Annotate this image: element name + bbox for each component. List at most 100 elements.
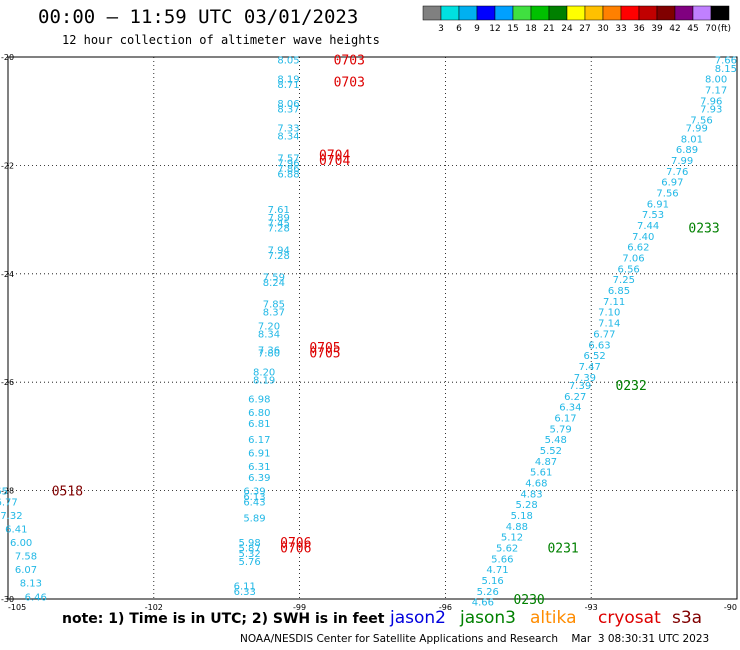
colorbar-swatch [530,5,550,21]
wave-height-value: 6.97 [661,178,683,189]
x-tick-label: -96 [439,603,452,612]
wave-height-value: 6.91 [647,199,669,210]
wave-height-value: 7.20 [258,321,280,332]
wave-height-value: 7.10 [598,308,620,319]
wave-height-value: 7.36 [258,346,280,357]
wave-height-value: 7.89 [268,213,290,224]
wave-height-value: 5.28 [515,500,537,511]
wave-height-value: 6.00 [10,538,32,549]
pass-time-label: 0231 [547,542,578,557]
wave-height-value: 6.52 [584,351,606,362]
pass-time-label: 0705 [309,346,340,361]
wave-height-value: 7.94 [268,245,290,256]
colorbar-swatch [512,5,532,21]
chart-title: 00:00 – 11:59 UTC 03/01/2023 [38,6,359,28]
wave-height-value: 4.83 [520,489,542,500]
wave-height-value: 7.56 [656,189,678,200]
pass-time-label: 0704 [319,154,350,169]
wave-height-value: 8.20 [253,367,275,378]
y-tick-label: -30 [1,595,14,604]
colorbar-label: 3 [438,24,444,34]
wave-height-value: 6.46 [25,592,47,603]
wave-height-value: 5.98 [238,538,260,549]
wave-height-value: 7.96 [700,96,722,107]
pass-time-label: 0703 [334,54,365,69]
colorbar-swatch [674,5,694,21]
colorbar-label: 33 [615,24,626,34]
wave-height-value: 6.11 [234,581,256,592]
wave-height-value: 6.85 [608,286,630,297]
legend-cryosat: cryosat [598,608,661,628]
wave-height-value: 8.37 [263,308,285,319]
wave-height-value: 7.28 [268,224,290,235]
wave-height-value: 4.68 [525,478,547,489]
x-tick-label: -102 [145,603,163,612]
wave-height-value: 5.18 [511,511,533,522]
wave-height-value: 7.99 [671,156,693,167]
wave-height-value: 5.16 [481,576,503,587]
wave-height-value: 6.62 [627,243,649,254]
colorbar-label: 42 [669,24,680,34]
wave-height-value: 7.53 [642,210,664,221]
wave-height-value: 6.07 [15,565,37,576]
y-tick-label: -20 [1,53,14,62]
wave-height-value: 7.66 [715,56,737,67]
wave-height-value: 5.32 [238,549,260,560]
chart-subtitle: 12 hour collection of altimeter wave hei… [62,33,380,47]
wave-height-value: 6.63 [588,340,610,351]
wave-height-value: 5.87 [238,544,260,555]
wave-height-value: 6.13 [243,492,265,503]
colorbar-label: 6 [456,24,462,34]
wave-height-value: 6.39 [248,473,270,484]
wave-height-value: 7.80 [258,348,280,359]
wave-height-value: 7.99 [686,123,708,134]
wave-height-value: 5.12 [501,533,523,544]
colorbar-units: (ft) [717,24,731,34]
footer-credit: NOAA/NESDIS Center for Satellite Applica… [240,633,710,645]
pass-time-label: 0706 [280,536,311,551]
wave-height-value: 4.66 [472,598,494,609]
wave-height-value: 8.13 [20,579,42,590]
wave-height-value: 5.26 [477,587,499,598]
colorbar-label: 70 [705,24,717,34]
wave-height-value: 4.88 [506,522,528,533]
wave-height-value: 8.37 [277,104,299,115]
legend-jason2: jason2 [390,608,446,628]
wave-height-value: 6.77 [593,329,615,340]
wave-height-value: 7.44 [637,221,659,232]
colorbar-label: 18 [525,24,537,34]
wave-height-value: 8.05 [277,56,299,67]
wave-height-value: 5.89 [243,514,265,525]
wave-height-value: 5.52 [540,446,562,457]
wave-height-value: 4.71 [486,565,508,576]
wave-height-value: 8.71 [277,80,299,91]
colorbar-label: 30 [597,24,609,34]
wave-height-value: 7.33 [277,123,299,134]
wave-height-value: 8.01 [681,134,703,145]
wave-height-value: 6.77 [0,497,18,508]
wave-height-value: 7.14 [598,319,620,330]
wave-height-value: 8.19 [253,375,275,386]
colorbar-swatch [548,5,568,21]
colorbar-swatch [620,5,640,21]
wave-height-value: 7.45 [268,218,290,229]
wave-height-value: 6.81 [248,419,270,430]
y-tick-label: -28 [1,487,14,496]
x-tick-label: -93 [585,603,598,612]
wave-height-value: 6.91 [248,449,270,460]
wave-height-value: 7.56 [690,115,712,126]
wave-height-value: 6.17 [248,435,270,446]
footer-note: note: 1) Time is in UTC; 2) SWH is in fe… [62,611,385,627]
wave-height-value: 8.34 [277,132,299,143]
wave-height-value: 6.88 [277,170,299,181]
wave-height-value: 7.28 [268,251,290,262]
colorbar-label: 27 [579,24,590,34]
wave-height-value: 5.66 [491,554,513,565]
wave-height-value: 7.93 [700,104,722,115]
pass-time-label: 0233 [688,222,719,237]
wave-height-value: 6.43 [243,497,265,508]
colorbar-swatch [422,5,442,21]
colorbar-label: 12 [489,24,500,34]
wave-height-value: 6.27 [564,392,586,403]
